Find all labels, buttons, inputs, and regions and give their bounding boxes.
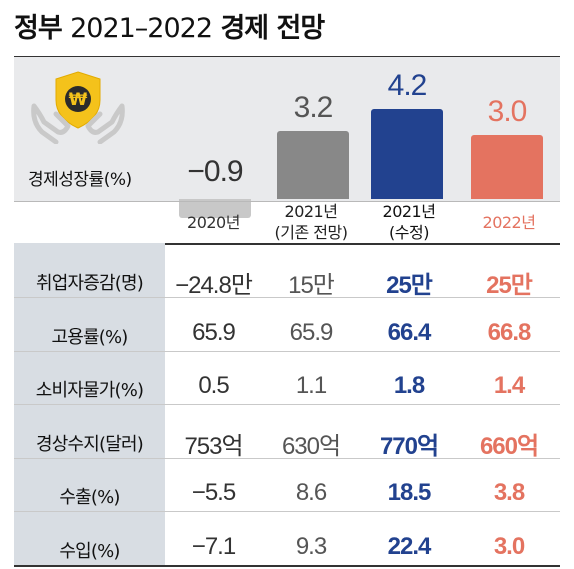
won-symbol: ₩: [69, 90, 88, 110]
table-cell: 65.9: [289, 319, 334, 346]
table-cell: 3.8: [493, 479, 525, 506]
table-cell: 18.5: [387, 479, 432, 506]
table-cell: 66.4: [387, 319, 432, 346]
title-prefix: 정부: [14, 13, 63, 44]
table-cell: 753억: [184, 433, 243, 460]
column-header-line1: 2021년: [382, 202, 436, 221]
table-cell: −24.8만: [175, 272, 253, 299]
row-label-imports: 수입(%): [59, 541, 120, 562]
table-cell: −7.1: [191, 533, 236, 560]
table-cell: 8.6: [295, 479, 327, 506]
column-header-2022: 2022년: [458, 212, 560, 233]
column-header-2021-old: 2021년 (기존 전망): [262, 201, 360, 243]
table-cell: 22.4: [387, 533, 432, 560]
title-suffix: 경제 전망: [220, 13, 325, 44]
baseline-rule: [14, 201, 560, 202]
table-bottom-rule: [14, 565, 560, 567]
row-divider: [14, 404, 560, 405]
page-title: 정부 2021–2022 경제 전망: [14, 6, 325, 45]
column-header-line1: 2022년: [482, 213, 536, 232]
column-header-2020: 2020년: [165, 212, 262, 233]
table-cell: 0.5: [198, 372, 229, 399]
table-cell: 9.3: [295, 533, 327, 560]
table-top-rule: [14, 243, 560, 245]
bar-2021-new: [371, 109, 443, 199]
row-label-current-account: 경상수지(달러): [35, 434, 144, 455]
table-cell: 66.8: [487, 319, 532, 346]
title-years: 2021–2022: [70, 13, 213, 44]
row-label-exports: 수출(%): [59, 487, 120, 508]
bar-2022: [471, 134, 543, 199]
table-cell: 25만: [486, 272, 533, 299]
bar-value-2021-new: 4.2: [387, 69, 428, 103]
gdp-axis-label: 경제성장률(%): [28, 170, 132, 190]
table-cell: 660억: [479, 433, 539, 460]
bar-value-2020: −0.9: [187, 155, 243, 188]
table-cell: 1.1: [295, 372, 327, 399]
table-cell: 1.8: [393, 372, 425, 399]
column-header-line2: (기존 전망): [274, 223, 348, 242]
bar-value-2022: 3.0: [487, 94, 528, 128]
row-divider: [14, 511, 560, 512]
table-cell: 65.9: [192, 319, 236, 346]
table-cell: 1.4: [493, 372, 525, 399]
row-label-employment-change: 취업자증감(명): [35, 273, 144, 294]
column-header-line1: 2020년: [187, 213, 240, 232]
row-divider: [14, 351, 560, 352]
row-label-employment-rate: 고용률(%): [51, 327, 128, 348]
row-divider: [14, 297, 560, 298]
table-cell: 630억: [281, 433, 341, 460]
row-label-cpi: 소비자물가(%): [35, 380, 144, 401]
table-cell: −5.5: [191, 479, 236, 506]
won-shield-hands-icon: ₩: [31, 71, 125, 144]
table-cell: 15만: [288, 272, 335, 299]
table-cell: 770억: [379, 433, 439, 460]
bar-2021-old: [277, 130, 349, 199]
column-header-line2: (수정): [389, 223, 429, 242]
bar-value-2021-old: 3.2: [293, 90, 334, 124]
bar-2020: [179, 199, 251, 219]
table-cell: 25만: [386, 272, 433, 299]
column-header-2021-new: 2021년 (수정): [360, 201, 458, 243]
table-cell: 3.0: [493, 533, 525, 560]
column-header-line1: 2021년: [284, 202, 338, 221]
row-divider: [14, 458, 560, 459]
